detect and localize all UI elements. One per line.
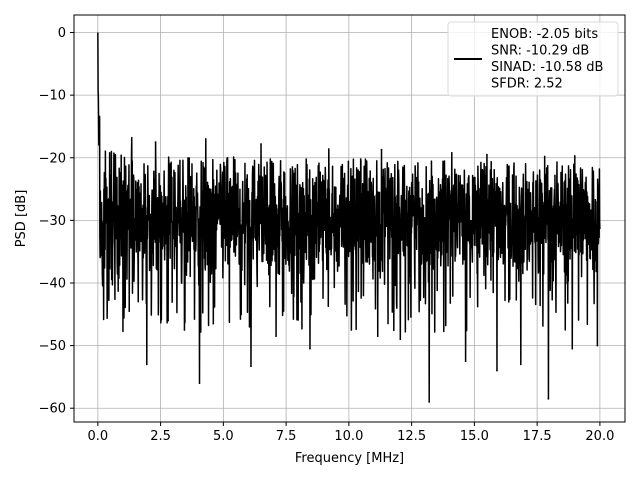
y-axis-label: PSD [dB] (14, 190, 29, 248)
psd-notable-point (464, 360, 467, 363)
plot-frame (73, 14, 626, 423)
x-tick-label: 12.5 (397, 429, 426, 444)
y-tick-label: −10 (39, 89, 66, 104)
psd-notable-point (327, 148, 330, 150)
psd-notable-point (520, 363, 522, 366)
psd-notable-point (167, 319, 169, 322)
x-tick-label: 5.0 (213, 429, 234, 444)
legend-line-text: SFDR: 2.52 (491, 77, 563, 92)
legend-label: ENOB: -2.05 bits SNR: -10.29 dB SINAD: -10… (491, 27, 603, 92)
psd-notable-point (130, 136, 133, 139)
psd-notable-point (547, 398, 550, 400)
x-tick-label: 0.0 (88, 429, 109, 444)
psd-notable-point (596, 344, 599, 347)
x-axis-ticks: 0.0 2.5 5.0 7.5 10.0 12.5 15.0 17.5 20.0 (88, 422, 614, 444)
legend-line-text: ENOB: -2.05 bits (491, 27, 598, 42)
psd-notable-point (145, 363, 148, 366)
psd-notable-point (399, 338, 402, 341)
psd-notable-point (275, 335, 277, 338)
y-tick-label: 0 (58, 26, 66, 41)
x-tick-label: 15.0 (460, 429, 489, 444)
psd-notable-point (380, 148, 383, 151)
x-tick-label: 7.5 (276, 429, 297, 444)
psd-notable-point (212, 322, 215, 325)
psd-notable-point (309, 347, 311, 350)
legend: ENOB: -2.05 bits SNR: -10.29 dB SINAD: -10… (447, 21, 619, 97)
psd-series (97, 32, 601, 403)
psd-notable-point (571, 347, 574, 350)
psd-notable-point (496, 369, 498, 372)
psd-notable-point (154, 141, 157, 143)
psd-notable-point (350, 329, 353, 331)
y-tick-label: −60 (39, 402, 66, 417)
psd-notable-point (260, 143, 262, 145)
y-tick-label: −30 (39, 214, 66, 229)
y-tick-label: −40 (39, 276, 66, 291)
x-tick-label: 17.5 (523, 429, 552, 444)
psd-notable-point (450, 151, 453, 154)
x-tick-label: 20.0 (585, 429, 614, 444)
psd-notable-point (99, 235, 101, 237)
psd-line (97, 32, 601, 403)
psd-notable-point (573, 155, 576, 157)
psd-notable-point (198, 382, 201, 384)
x-axis-label: Frequency [MHz] (295, 451, 404, 466)
x-tick-label: 10.0 (334, 429, 363, 444)
y-tick-label: −50 (39, 339, 66, 354)
legend-box (447, 21, 619, 97)
psd-notable-point (543, 155, 546, 158)
y-axis-ticks: 0 −10 −20 −30 −40 −50 −60 (39, 26, 74, 417)
psd-notable-point (128, 310, 131, 312)
psd-notable-point (107, 275, 109, 278)
psd-notable-point (376, 335, 379, 338)
psd-notable-point (428, 401, 431, 403)
psd-notable-point (102, 263, 104, 266)
psd-notable-point (486, 153, 488, 156)
psd-notable-point (204, 138, 207, 140)
x-tick-label: 2.5 (150, 429, 171, 444)
psd-notable-point (250, 365, 252, 368)
psd-notable-point (183, 329, 186, 331)
legend-line-text: SINAD: -10.58 dB (491, 60, 603, 75)
y-tick-label: −20 (39, 151, 66, 166)
legend-line-text: SNR: -10.29 dB (491, 44, 589, 59)
